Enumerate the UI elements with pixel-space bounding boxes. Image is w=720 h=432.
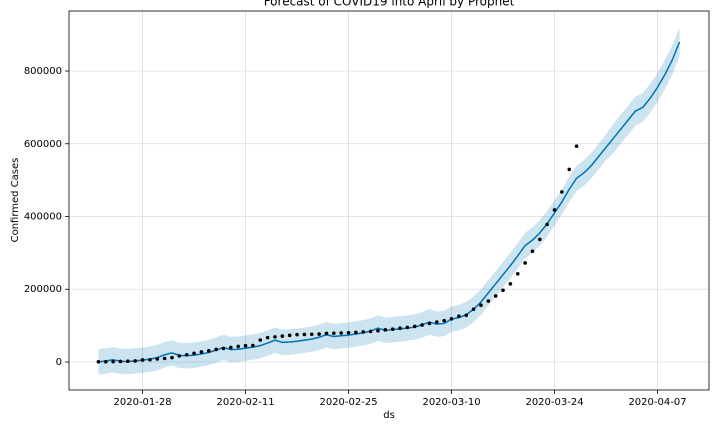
observed-point [479, 303, 483, 308]
observed-point [545, 222, 549, 227]
observed-point [103, 359, 108, 364]
observed-point [442, 318, 446, 323]
observed-point [126, 359, 130, 364]
observed-point [148, 357, 152, 362]
observed-point [390, 327, 395, 331]
observed-point [464, 313, 469, 318]
observed-point [177, 354, 182, 358]
observed-point [332, 331, 336, 336]
observed-point [118, 359, 123, 364]
observed-point [170, 355, 174, 360]
observed-point [383, 328, 388, 332]
observed-point [457, 314, 461, 319]
observed-point [354, 330, 358, 335]
plot-frame [68, 10, 710, 391]
observed-point [376, 328, 380, 333]
observed-point [398, 326, 402, 331]
observed-point [471, 307, 476, 311]
observed-point [560, 190, 564, 194]
x-axis-label: ds [383, 410, 395, 421]
y-tick-label: 0 [56, 357, 62, 368]
observed-point [508, 282, 513, 286]
uncertainty-band [98, 27, 680, 375]
observed-point [206, 348, 211, 353]
observed-point [184, 352, 189, 357]
observed-point [280, 334, 285, 338]
observed-point [317, 332, 321, 336]
observed-point [493, 294, 498, 298]
observed-point [155, 357, 160, 361]
observed-point [435, 320, 439, 324]
x-tick-label: 2020-02-11 [216, 397, 274, 408]
observed-point [229, 345, 233, 350]
y-axis-label: Confirmed Cases [10, 158, 21, 243]
observed-point [486, 299, 491, 303]
observed-point [302, 332, 307, 337]
observed-point [236, 344, 240, 349]
plot-marks [96, 27, 681, 375]
x-tick-label: 2020-04-07 [628, 397, 686, 408]
observed-point [192, 351, 196, 356]
observed-point [567, 167, 572, 172]
observed-point [552, 208, 557, 212]
observed-point [538, 237, 542, 242]
y-tick-label: 200000 [24, 284, 62, 295]
observed-point [427, 321, 432, 326]
observed-point [523, 261, 527, 265]
observed-point [214, 347, 218, 352]
observed-point [287, 333, 292, 338]
observed-point [515, 271, 520, 276]
x-tick-label: 2020-01-28 [114, 397, 172, 408]
observed-point [420, 323, 424, 327]
observed-point [221, 346, 226, 351]
x-tick-label: 2020-03-24 [525, 397, 583, 408]
observed-point [162, 356, 167, 361]
observed-point [339, 331, 343, 335]
observed-point [199, 350, 204, 354]
observed-point [265, 335, 270, 340]
observed-point [530, 249, 535, 254]
observed-point [273, 335, 277, 339]
observed-point [501, 288, 505, 293]
observed-point [258, 338, 263, 342]
y-tick-label: 600000 [24, 139, 62, 150]
observed-point [309, 332, 314, 337]
observed-point [412, 324, 417, 329]
y-tick-label: 400000 [24, 212, 62, 223]
observed-point [405, 325, 410, 330]
observed-point [324, 331, 329, 336]
observed-point [574, 144, 579, 148]
observed-point [295, 332, 299, 337]
grid [69, 11, 709, 390]
y-tick-label: 800000 [24, 66, 62, 77]
x-tick-label: 2020-03-10 [422, 397, 480, 408]
observed-point [243, 343, 248, 348]
x-tick-label: 2020-02-25 [319, 397, 377, 408]
observed-point [111, 359, 115, 364]
observed-point [133, 359, 138, 363]
observed-point [368, 329, 373, 334]
observed-point [449, 317, 454, 321]
observed-point [140, 358, 145, 362]
observed-point [251, 343, 255, 348]
forecast-line [98, 41, 681, 363]
observed-point [361, 330, 366, 334]
observed-point [96, 359, 101, 364]
chart-title: Forecast of COVID19 into April by Prophe… [264, 0, 515, 9]
observed-point [346, 330, 351, 335]
